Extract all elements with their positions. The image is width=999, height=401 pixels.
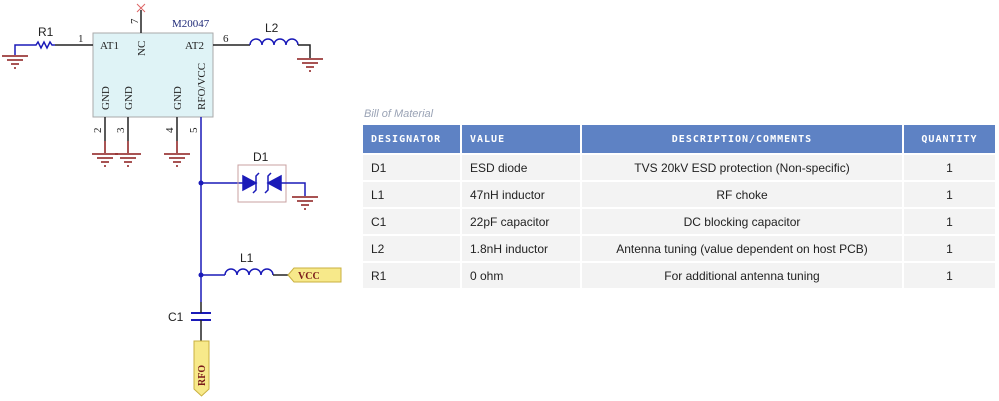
table-row: D1 ESD diode TVS 20kV ESD protection (Non-… [363,155,995,180]
vcc-port-label: VCC [298,271,320,282]
l1-label: L1 [240,251,254,265]
cell-value: 1.8nH inductor [462,236,580,261]
inductor-l1 [224,268,274,276]
col-value: VALUE [462,125,580,153]
cell-quantity: 1 [904,263,995,288]
pin-number: 4 [164,127,176,133]
cell-quantity: 1 [904,182,995,207]
cell-quantity: 1 [904,209,995,234]
pin-nc-label: NC [136,41,148,56]
cell-quantity: 1 [904,155,995,180]
c1-label: C1 [168,310,184,324]
cell-description: Antenna tuning (value dependent on host … [582,236,902,261]
table-row: L2 1.8nH inductor Antenna tuning (value de… [363,236,995,261]
pin-number: 1 [78,33,84,45]
vcc-port [287,267,342,283]
bom-table: DESIGNATOR VALUE DESCRIPTION/COMMENTS QU… [361,123,997,290]
cell-value: 22pF capacitor [462,209,580,234]
cell-designator: D1 [363,155,460,180]
pin-number: 6 [223,33,229,45]
cell-description: TVS 20kV ESD protection (Non-specific) [582,155,902,180]
cell-designator: R1 [363,263,460,288]
schematic: M20047 AT1 AT2 NC GND GND GND RFO/VCC 7 … [1,3,342,397]
d1-label: D1 [253,150,269,164]
rfo-port [193,340,210,397]
pin-number: 2 [92,128,104,134]
pin-at2-label: AT2 [185,40,204,52]
table-row: L1 47nH inductor RF choke 1 [363,182,995,207]
l2-label: L2 [265,21,279,35]
chip-part-label: M20047 [172,18,210,30]
cell-description: DC blocking capacitor [582,209,902,234]
cell-designator: C1 [363,209,460,234]
cell-value: 0 ohm [462,263,580,288]
pin-number: 5 [188,127,200,133]
rfo-port-label: RFO [197,365,208,386]
pin-gnd-label: GND [100,86,112,110]
cell-designator: L1 [363,182,460,207]
cell-designator: L2 [363,236,460,261]
resistor-r1 [33,40,55,50]
pin-gnd-label: GND [123,86,135,110]
col-designator: DESIGNATOR [363,125,460,153]
inductor-l2 [249,38,299,46]
table-row: R1 0 ohm For additional antenna tuning 1 [363,263,995,288]
pin-number: 3 [115,127,127,133]
cell-value: ESD diode [462,155,580,180]
pin-number: 7 [129,18,141,24]
table-header-row: DESIGNATOR VALUE DESCRIPTION/COMMENTS QU… [363,125,995,153]
pin-gnd-label: GND [172,86,184,110]
cell-quantity: 1 [904,236,995,261]
chip-body [92,32,214,118]
table-row: C1 22pF capacitor DC blocking capacitor 1 [363,209,995,234]
tvs-diode-d1 [242,172,282,194]
pin-at1-label: AT1 [100,40,119,52]
cell-description: RF choke [582,182,902,207]
cell-description: For additional antenna tuning [582,263,902,288]
cell-value: 47nH inductor [462,182,580,207]
bom-title: Bill of Material [364,108,434,120]
no-connect-mark [136,3,146,13]
r1-label: R1 [38,25,54,39]
col-description: DESCRIPTION/COMMENTS [582,125,902,153]
col-quantity: QUANTITY [904,125,995,153]
pin-rfo-vcc-label: RFO/VCC [196,63,208,110]
